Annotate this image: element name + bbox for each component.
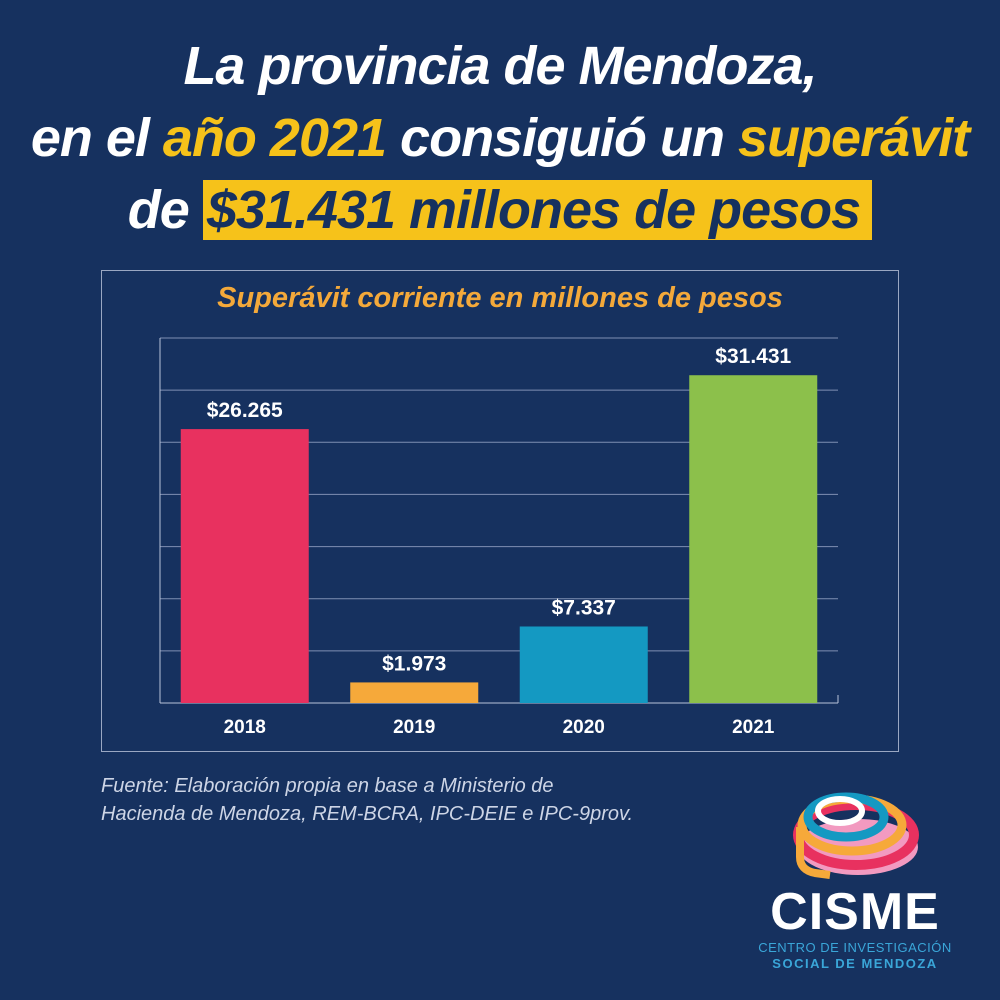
bar [180,429,309,703]
x-tick-label: 2021 [732,717,775,738]
source-line-2: Hacienda de Mendoza, REM-BCRA, IPC-DEIE … [101,803,634,825]
cisme-logo-icon [793,792,919,879]
x-tick-label: 2018 [224,717,266,738]
logo-subtitle-1: CENTRO DE INVESTIGACIÓN [758,940,952,955]
data-label: $31.431 [715,345,791,368]
x-tick-label: 2019 [393,717,435,738]
chart-frame [101,270,899,752]
logo-subtitle-2: SOCIAL DE MENDOZA [772,956,938,971]
data-label: $26.265 [207,399,283,422]
x-tick-label: 2020 [563,717,605,738]
headline-text: consiguió un [386,108,739,168]
bar [519,626,648,703]
data-label: $7.337 [552,596,616,619]
headline: La provincia de Mendoza, en el año 2021 … [0,30,1000,246]
headline-line-3: de $31.431 millones de pesos [0,174,1000,246]
headline-text: de [127,180,203,240]
headline-highlight-amount: $31.431 millones de pesos [202,180,873,240]
bar [350,682,479,703]
headline-highlight-year: año 2021 [162,108,387,168]
data-label: $1.973 [382,652,446,675]
bar [689,375,818,703]
chart-title: Superávit corriente en millones de pesos [217,282,783,314]
headline-highlight-superavit: superávit [738,108,970,168]
headline-text: en el [30,108,163,168]
source-line-1: Fuente: Elaboración propia en base a Min… [101,775,554,797]
logo-name: CISME [770,883,940,941]
headline-line-2: en el año 2021 consiguió un superávit [0,102,1000,174]
source-note: Fuente: Elaboración propia en base a Min… [101,772,661,828]
headline-line-1: La provincia de Mendoza, [183,36,817,96]
